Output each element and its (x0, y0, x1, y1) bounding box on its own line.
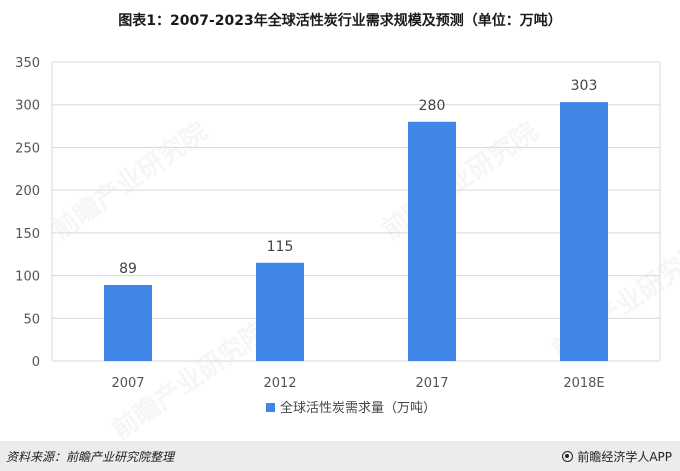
legend-label: 全球活性炭需求量（万吨） (280, 400, 436, 416)
x-tick-label: 2018E (563, 376, 604, 391)
y-tick-label: 100 (15, 270, 40, 285)
y-tick-label: 150 (15, 227, 40, 242)
footer-bar: 资料来源：前瞻产业研究院整理 前瞻经济学人APP (0, 441, 680, 471)
bar (256, 262, 304, 361)
watermark: 前瞻产业研究院 (376, 116, 543, 246)
x-tick-label: 2012 (263, 376, 296, 391)
data-label: 89 (119, 261, 137, 277)
brand-logo-icon (562, 451, 574, 462)
watermark: 前瞻产业研究院 (46, 116, 213, 246)
brand-text: 前瞻经济学人APP (577, 450, 672, 464)
bar (104, 284, 152, 361)
y-tick-label: 50 (23, 312, 40, 327)
y-tick-label: 0 (32, 355, 40, 370)
bar (408, 121, 456, 361)
data-label: 303 (571, 78, 598, 94)
y-tick-label: 350 (15, 56, 40, 71)
x-tick-label: 2007 (111, 376, 144, 391)
bar (560, 102, 608, 361)
chart-title: 图表1：2007-2023年全球活性炭行业需求规模及预测（单位：万吨） (118, 13, 562, 29)
source-note: 资料来源：前瞻产业研究院整理 (6, 450, 175, 464)
x-tick-label: 2017 (415, 376, 448, 391)
y-tick-label: 300 (15, 99, 40, 114)
data-label: 280 (419, 98, 446, 114)
data-label: 115 (267, 239, 294, 255)
y-tick-label: 200 (15, 184, 40, 199)
brand-label: 前瞻经济学人APP (562, 448, 672, 465)
y-tick-label: 250 (15, 141, 40, 156)
legend-swatch (266, 403, 275, 412)
bar-chart: 前瞻产业研究院 前瞻产业研究院 前瞻产业研究院 前瞻产业研究院 05010015… (15, 56, 680, 441)
